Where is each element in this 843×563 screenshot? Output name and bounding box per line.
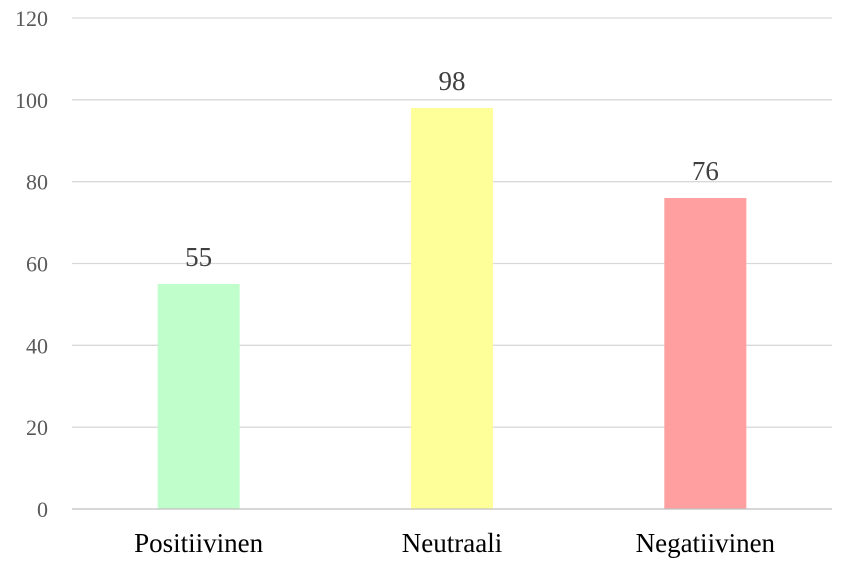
bar-positiivinen — [157, 283, 240, 509]
bar-neutraali — [411, 108, 493, 510]
x-tick-label-negatiivinen: Negatiivinen — [636, 528, 776, 558]
y-tick-label-20: 20 — [26, 415, 48, 440]
labels: 0 20 40 60 80 100 120 55 Positiivinen 98 Neutraali… — [15, 6, 776, 558]
y-tick-label-40: 40 — [26, 333, 48, 358]
data-label-negatiivinen: 76 — [692, 156, 719, 186]
y-tick-label-100: 100 — [15, 88, 48, 113]
bars — [157, 108, 747, 510]
y-tick-label-120: 120 — [15, 6, 48, 31]
x-tick-label-positiivinen: Positiivinen — [134, 528, 264, 558]
data-label-positiivinen: 55 — [185, 242, 212, 272]
y-tick-label-0: 0 — [37, 497, 48, 522]
data-label-neutraali: 98 — [439, 66, 466, 96]
y-tick-label-80: 80 — [26, 170, 48, 195]
x-tick-label-neutraali: Neutraali — [402, 528, 502, 558]
y-tick-label-60: 60 — [26, 252, 48, 277]
bar-negatiivinen — [664, 198, 747, 510]
